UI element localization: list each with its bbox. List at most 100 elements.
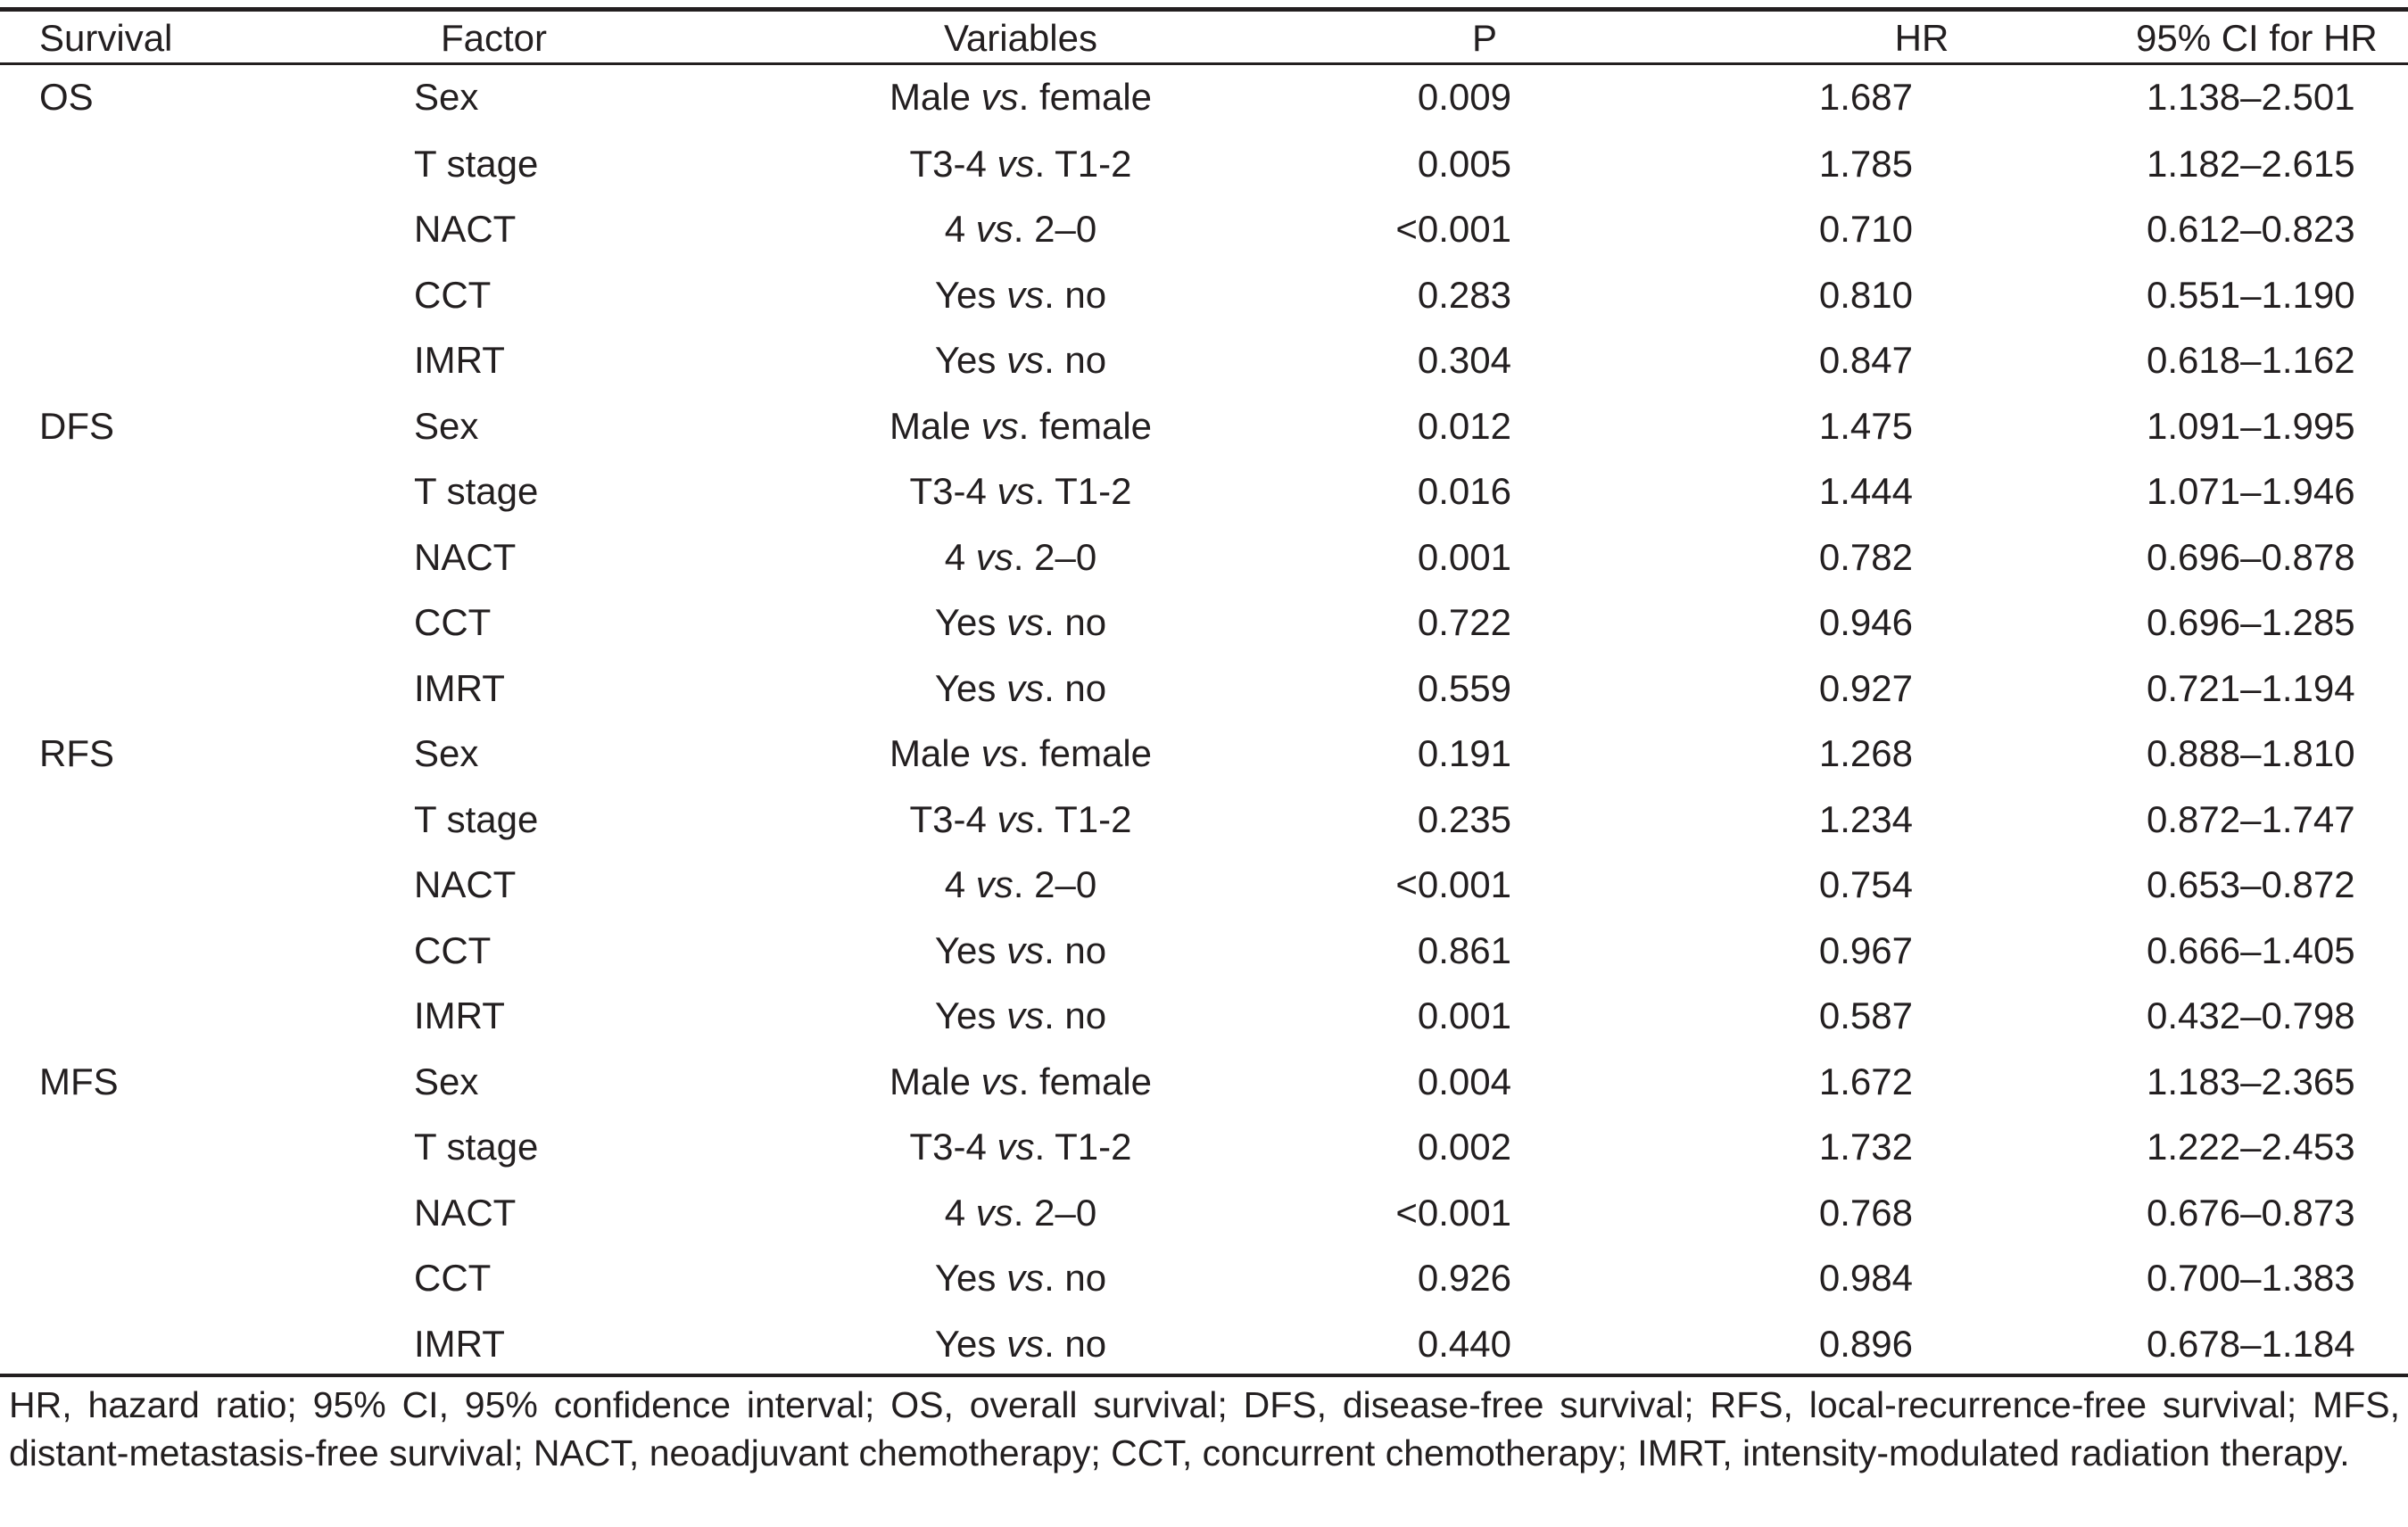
variables-vs: vs xyxy=(997,1126,1035,1168)
cell-hr: 0.782 xyxy=(1699,524,2145,590)
cell-ci: 0.888–1.810 xyxy=(2147,732,2355,775)
variables-right: . female xyxy=(1018,732,1153,775)
cell-factor: T stage xyxy=(414,142,539,185)
variables-right: . no xyxy=(1044,273,1107,316)
variables-vs: vs xyxy=(981,404,1019,447)
variables-text: Yes vs. no xyxy=(771,274,1270,317)
cell-variables: Male vs. female xyxy=(771,393,1270,459)
cell-ci: 0.618–1.162 xyxy=(2147,339,2355,382)
p-value: 0.304 xyxy=(1417,339,1511,382)
top-rule xyxy=(0,7,2408,12)
variables-left: Yes xyxy=(934,1257,1007,1300)
cell-factor: IMRT xyxy=(414,666,505,709)
cell-hr: 0.754 xyxy=(1699,853,2145,919)
cell-hr: 0.847 xyxy=(1699,328,2145,394)
table-row: DFS Sex Male vs. female 0.012 1.475 1.091–1.9… xyxy=(0,393,2408,459)
cell-hr: 1.785 xyxy=(1699,131,2145,197)
cell-survival: DFS xyxy=(39,404,114,447)
variables-left: T3-4 xyxy=(909,797,997,840)
cell-p: 0.012 xyxy=(1270,393,1699,459)
table-row: NACT 4 vs. 2–0 <0.001 0.754 0.653–0.872 xyxy=(0,853,2408,919)
cell-ci: 0.666–1.405 xyxy=(2147,929,2355,971)
variables-left: Yes xyxy=(934,666,1007,709)
variables-text: Male vs. female xyxy=(771,405,1270,448)
hr-value: 0.587 xyxy=(1818,995,1913,1037)
table-row: OS Sex Male vs. female 0.009 1.687 1.138–2.50… xyxy=(0,63,2408,131)
column-header-p: P xyxy=(1471,16,1497,59)
variables-text: 4 vs. 2–0 xyxy=(771,863,1270,906)
cell-survival xyxy=(0,984,396,1050)
cell-variables: 4 vs. 2–0 xyxy=(771,1180,1270,1246)
cell-variables: T3-4 vs. T1-2 xyxy=(771,787,1270,853)
cell-ci: 0.721–1.194 xyxy=(2147,666,2355,709)
variables-right: . female xyxy=(1018,404,1153,447)
p-value: 0.001 xyxy=(1417,535,1511,578)
table-row: T stage T3-4 vs. T1-2 0.005 1.785 1.182–2.61… xyxy=(0,131,2408,197)
cell-ci: 1.222–2.453 xyxy=(2147,1126,2355,1168)
p-value: 0.235 xyxy=(1417,797,1511,840)
cell-variables: Yes vs. no xyxy=(771,590,1270,656)
table-body: OS Sex Male vs. female 0.009 1.687 1.138–2.50… xyxy=(0,63,2408,1377)
cell-survival: OS xyxy=(39,76,94,118)
hr-value: 1.687 xyxy=(1818,76,1913,118)
cell-p: 0.440 xyxy=(1270,1311,1699,1377)
variables-text: Yes vs. no xyxy=(771,339,1270,382)
variables-vs: vs xyxy=(1006,1257,1045,1300)
cell-variables: Male vs. female xyxy=(771,63,1270,131)
hr-value: 1.475 xyxy=(1818,404,1913,447)
cell-variables: Yes vs. no xyxy=(771,328,1270,394)
variables-right: . no xyxy=(1044,666,1107,709)
variables-text: T3-4 vs. T1-2 xyxy=(771,1126,1270,1168)
cell-p: 0.861 xyxy=(1270,918,1699,984)
cell-ci: 0.700–1.383 xyxy=(2147,1257,2355,1300)
cell-hr: 1.444 xyxy=(1699,459,2145,525)
variables-right: . no xyxy=(1044,1257,1107,1300)
hr-value: 1.732 xyxy=(1818,1126,1913,1168)
cell-survival xyxy=(0,1246,396,1312)
cell-hr: 1.687 xyxy=(1699,63,2145,131)
results-table: Survival Factor Variables P HR 95% CI fo… xyxy=(0,12,2408,1377)
hr-value: 1.234 xyxy=(1818,797,1913,840)
cell-ci: 0.696–0.878 xyxy=(2147,535,2355,578)
cell-p: 0.009 xyxy=(1270,63,1699,131)
cell-ci: 0.696–1.285 xyxy=(2147,601,2355,644)
column-header-variables: Variables xyxy=(944,16,1097,59)
hr-value: 1.785 xyxy=(1818,142,1913,185)
cell-hr: 1.475 xyxy=(1699,393,2145,459)
cell-hr: 0.896 xyxy=(1699,1311,2145,1377)
cell-factor: Sex xyxy=(414,76,479,118)
hr-value: 1.672 xyxy=(1818,1060,1913,1102)
cell-p: 0.016 xyxy=(1270,459,1699,525)
cell-factor: CCT xyxy=(414,1257,492,1300)
cell-ci: 0.678–1.184 xyxy=(2147,1322,2355,1365)
variables-text: Male vs. female xyxy=(771,76,1270,119)
cell-factor: Sex xyxy=(414,404,479,447)
cell-variables: Yes vs. no xyxy=(771,1246,1270,1312)
p-value: 0.016 xyxy=(1417,470,1511,513)
variables-left: Male xyxy=(889,732,981,775)
variables-text: Male vs. female xyxy=(771,1061,1270,1103)
cell-p: 0.559 xyxy=(1270,656,1699,722)
variables-text: Yes vs. no xyxy=(771,1257,1270,1300)
cell-ci: 0.653–0.872 xyxy=(2147,863,2355,906)
cell-survival xyxy=(0,459,396,525)
variables-right: . no xyxy=(1044,601,1107,644)
cell-factor: T stage xyxy=(414,470,539,513)
cell-hr: 1.672 xyxy=(1699,1049,2145,1115)
variables-text: 4 vs. 2–0 xyxy=(771,536,1270,579)
table-row: T stage T3-4 vs. T1-2 0.235 1.234 0.872–1.74… xyxy=(0,787,2408,853)
cell-survival xyxy=(0,262,396,328)
hr-value: 1.268 xyxy=(1818,732,1913,775)
cell-p: 0.304 xyxy=(1270,328,1699,394)
table-row: IMRT Yes vs. no 0.304 0.847 0.618–1.162 xyxy=(0,328,2408,394)
variables-left: T3-4 xyxy=(909,470,997,513)
table-row: NACT 4 vs. 2–0 0.001 0.782 0.696–0.878 xyxy=(0,524,2408,590)
p-value: <0.001 xyxy=(1395,1191,1511,1234)
p-value: 0.861 xyxy=(1417,929,1511,971)
p-value: <0.001 xyxy=(1395,208,1511,251)
hr-value: 0.946 xyxy=(1818,601,1913,644)
cell-p: 0.191 xyxy=(1270,722,1699,788)
variables-left: T3-4 xyxy=(909,1126,997,1168)
variables-vs: vs xyxy=(975,208,1014,251)
cell-survival: MFS xyxy=(39,1060,119,1102)
